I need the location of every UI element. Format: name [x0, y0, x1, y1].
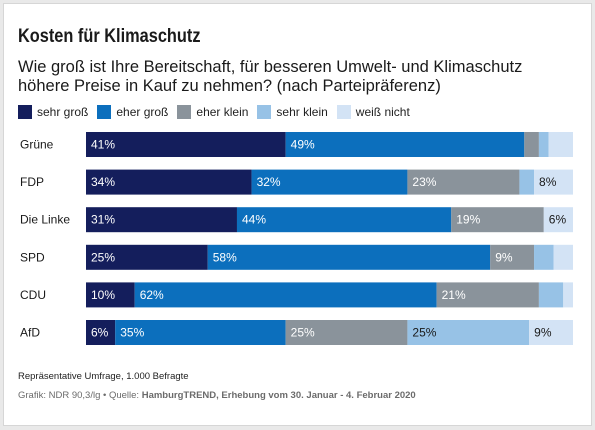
legend-item: eher groß [97, 105, 168, 119]
legend-label: eher klein [196, 105, 249, 119]
bar-segment [451, 207, 544, 233]
bar-segment [86, 207, 237, 233]
legend-label: sehr klein [276, 105, 328, 119]
bar-segment [524, 132, 539, 157]
bar-segment [134, 282, 437, 308]
data-label: 6% [91, 326, 109, 340]
bar-segment [436, 282, 539, 308]
legend-swatch [97, 105, 112, 119]
data-label: 31% [91, 213, 115, 227]
chart-subtitle: Wie groß ist Ihre Bereitschaft, für bess… [18, 58, 523, 95]
data-label: 62% [140, 288, 164, 302]
data-label: 35% [120, 326, 144, 340]
bar-segment [529, 320, 573, 345]
legend-swatch [177, 105, 192, 119]
chart-title: Kosten für Klimaschutz [18, 26, 201, 47]
data-label: 41% [91, 138, 115, 152]
bar-segment [285, 320, 408, 345]
data-label: 34% [91, 175, 115, 189]
category-label: Grüne [20, 138, 54, 152]
bar-segment [86, 132, 286, 157]
legend-label: sehr groß [37, 105, 89, 119]
data-label: 32% [257, 175, 281, 189]
data-label: 19% [456, 213, 480, 227]
data-label: 21% [442, 288, 466, 302]
data-label: 49% [291, 138, 315, 152]
bar-segment [534, 169, 573, 195]
bar-segment [236, 207, 452, 233]
survey-note: Repräsentative Umfrage, 1.000 Befragte [18, 371, 189, 382]
data-label: 25% [91, 250, 115, 264]
bar-segment [285, 132, 525, 157]
bar-segment [86, 169, 252, 195]
data-label: 6% [549, 213, 567, 227]
data-label: 23% [412, 175, 436, 189]
data-label: 9% [534, 326, 552, 340]
data-label: 8% [539, 175, 557, 189]
legend-item: weiß nicht [336, 105, 410, 119]
bar-segment [553, 244, 573, 270]
category-label: Die Linke [20, 213, 70, 227]
bar-segment [538, 282, 564, 308]
legend-item: sehr groß [18, 105, 88, 119]
data-label: 58% [213, 250, 237, 264]
bar-segment [548, 132, 573, 157]
source-line: Grafik: NDR 90,3/lg • Quelle: HamburgTRE… [18, 390, 416, 401]
bar-segment [490, 244, 535, 270]
bar-segment [86, 244, 208, 270]
legend-swatch [18, 105, 32, 119]
data-label: 9% [495, 250, 513, 264]
category-label: AfD [20, 326, 40, 340]
data-label: 10% [91, 288, 115, 302]
bar-segment [407, 320, 530, 345]
data-label: 44% [242, 213, 266, 227]
bar-segment [207, 244, 491, 270]
bar-segment [563, 282, 573, 308]
legend-item: sehr klein [257, 105, 328, 119]
legend-label: eher groß [116, 105, 169, 119]
category-label: CDU [20, 288, 46, 302]
bar-segment [86, 320, 116, 345]
bar-segment [86, 282, 135, 308]
data-label: 25% [291, 326, 315, 340]
data-label: 25% [412, 326, 436, 340]
bar-segment [538, 132, 549, 157]
bar-segment [251, 169, 408, 195]
source-bold: HamburgTREND, Erhebung vom 30. Januar - … [141, 390, 416, 401]
legend-item: eher klein [177, 105, 248, 119]
legend-label: weiß nicht [355, 105, 410, 119]
bar-segment [543, 207, 573, 233]
legend-swatch [257, 105, 272, 119]
bar-segment [534, 244, 554, 270]
bar-segment [519, 169, 535, 195]
bar-segment [407, 169, 520, 195]
source-prefix: Grafik: NDR 90,3/lg • Quelle: [18, 390, 142, 401]
legend-swatch [336, 105, 351, 119]
category-label: SPD [20, 250, 45, 264]
category-label: FDP [20, 175, 44, 189]
chart-legend: sehr groß eher groß eher klein sehr klein we… [18, 104, 419, 120]
bar-segment [115, 320, 286, 345]
